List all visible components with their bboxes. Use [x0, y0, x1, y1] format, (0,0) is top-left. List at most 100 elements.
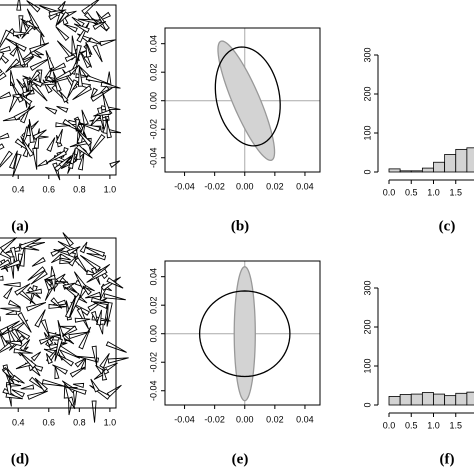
needle: [88, 37, 103, 46]
bar: [466, 147, 474, 173]
needle: [0, 259, 11, 269]
needle: [32, 129, 47, 140]
needle: [48, 9, 67, 17]
needle: [97, 107, 105, 130]
needle: [52, 162, 61, 181]
plot-frame: [0, 237, 117, 409]
needle: [9, 45, 19, 57]
needle: [45, 50, 55, 70]
needle: [27, 69, 41, 85]
needle: [19, 351, 37, 369]
y-tick-label: -0.02: [148, 352, 158, 373]
needle: [22, 77, 30, 94]
needle: [29, 42, 50, 54]
needle: [75, 118, 81, 132]
bar: [421, 167, 434, 173]
needle: [90, 297, 110, 304]
needle: [107, 357, 129, 364]
needle: [41, 379, 66, 387]
needle: [0, 91, 12, 100]
needle: [11, 389, 25, 398]
needle: [0, 143, 5, 150]
needle: [99, 353, 110, 369]
y-tick-label: 300: [362, 280, 372, 295]
x-tick-label: 1.0: [104, 184, 117, 194]
needle: [20, 384, 35, 390]
needle: [59, 91, 69, 103]
needle: [86, 268, 108, 283]
needle: [0, 237, 18, 252]
needle: [66, 79, 79, 99]
bar: [444, 395, 457, 406]
needle: [44, 278, 53, 291]
needle: [49, 70, 72, 83]
needle: [71, 35, 77, 55]
x-tick-label: -0.04: [174, 414, 195, 424]
needle: [91, 345, 98, 366]
needle: [90, 378, 100, 393]
needle: [27, 266, 46, 281]
needle: [59, 259, 72, 265]
needle: [26, 301, 47, 312]
x-tick-label: 0.6: [43, 184, 56, 194]
bar: [399, 394, 412, 406]
needle: [55, 11, 65, 27]
needle: [64, 24, 78, 33]
needle: [19, 339, 31, 352]
needle: [46, 353, 53, 365]
needle: [32, 147, 38, 170]
needle: [0, 307, 21, 313]
x-tick-label: 1.0: [104, 417, 117, 427]
x-tick-label: 1.0: [427, 187, 440, 197]
x-tick-label: 0.5: [405, 187, 418, 197]
panel-caption: (d): [11, 451, 29, 467]
needle: [68, 331, 91, 340]
needle: [90, 87, 99, 99]
needle: [106, 384, 122, 398]
needle: [85, 41, 92, 58]
needle: [73, 23, 90, 34]
needle: [13, 105, 35, 121]
plot-frame: [0, 4, 117, 176]
x-tick-label: -0.02: [204, 414, 225, 424]
bar: [421, 392, 434, 406]
needle: [74, 257, 89, 274]
needle: [40, 319, 50, 337]
needle: [93, 109, 111, 117]
needle: [63, 385, 87, 395]
needle: [0, 45, 11, 53]
needle: [78, 326, 92, 350]
needle: [106, 302, 113, 327]
needle: [20, 52, 34, 62]
needle: [81, 109, 89, 126]
panel-caption: (a): [11, 218, 29, 234]
needle: [0, 29, 11, 48]
y-tick-label: 0.02: [148, 63, 158, 81]
panel-caption: (b): [231, 218, 249, 234]
needle: [26, 124, 32, 136]
needle: [0, 275, 4, 281]
x-tick-label: 0.00: [236, 181, 254, 191]
needle: [5, 309, 18, 315]
needle: [0, 132, 10, 140]
needle: [74, 358, 85, 368]
bar: [433, 161, 446, 173]
needle: [17, 312, 32, 333]
needle: [66, 246, 81, 256]
needle: [44, 274, 56, 281]
x-tick-label: 0.00: [236, 414, 254, 424]
needle: [0, 51, 5, 61]
needle: [103, 293, 126, 301]
needle: [52, 364, 68, 375]
needle: [30, 270, 48, 285]
x-tick-label: -0.04: [174, 181, 195, 191]
needle: [0, 259, 21, 270]
ellipse: [198, 290, 291, 378]
needle: [0, 68, 3, 74]
needle: [30, 351, 42, 362]
needle: [82, 245, 106, 258]
needle: [55, 26, 70, 42]
bar: [399, 170, 412, 173]
plot-frame: [164, 260, 321, 406]
needle: [14, 283, 31, 296]
